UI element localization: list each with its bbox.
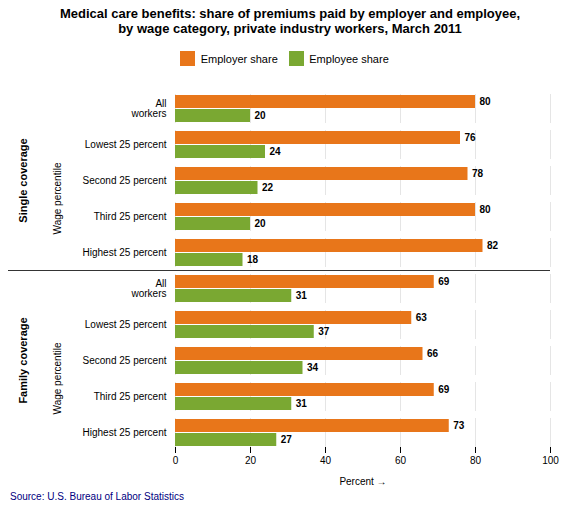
html-text:Employee share: Employee share [309,52,389,65]
svg-text:Second 25 percent: Second 25 percent [83,175,167,186]
svg-text:Percent →: Percent → [339,475,386,486]
svg-text:69: 69 [438,276,450,287]
svg-text:37: 37 [318,326,330,337]
svg-text:60: 60 [395,454,407,465]
svg-text:Allworkers: Allworkers [130,278,166,299]
svg-text:Third 25 percent: Third 25 percent [94,211,167,222]
svg-text:22: 22 [262,182,274,193]
html-text:Medical care benefits: share o: Medical care benefits: share of premiums… [59,6,521,36]
html-text:Source: U.S. Bureau of Labor S: Source: U.S. Bureau of Labor Statistics [10,490,184,502]
svg-text:Wage percentile: Wage percentile [52,342,63,414]
svg-text:20: 20 [245,454,257,465]
svg-text:82: 82 [487,240,499,251]
svg-text:Lowest 25 percent: Lowest 25 percent [85,319,167,330]
svg-text:69: 69 [438,384,450,395]
svg-text:24: 24 [270,146,282,157]
svg-text:31: 31 [296,398,308,409]
svg-text:Highest 25 percent: Highest 25 percent [83,427,167,438]
svg-text:31: 31 [296,290,308,301]
svg-text:27: 27 [281,434,293,445]
svg-text:18: 18 [247,254,259,265]
svg-text:73: 73 [453,420,465,431]
svg-text:80: 80 [480,96,492,107]
svg-text:Single coverage: Single coverage [17,138,29,222]
svg-text:34: 34 [307,362,319,373]
svg-text:76: 76 [465,132,477,143]
svg-text:Second 25 percent: Second 25 percent [83,355,167,366]
svg-text:63: 63 [416,312,428,323]
svg-text:Highest 25 percent: Highest 25 percent [83,247,167,258]
svg-text:Lowest 25 percent: Lowest 25 percent [85,139,167,150]
svg-text:0: 0 [173,454,179,465]
svg-text:Allworkers: Allworkers [130,98,166,119]
svg-text:80: 80 [470,454,482,465]
svg-text:Family coverage: Family coverage [17,317,29,403]
svg-text:40: 40 [320,454,332,465]
svg-text:Third 25 percent: Third 25 percent [94,391,167,402]
svg-text:78: 78 [472,168,484,179]
svg-text:100: 100 [542,454,559,465]
svg-text:66: 66 [427,348,439,359]
svg-text:80: 80 [480,204,492,215]
html-text:Employer share: Employer share [200,52,278,65]
svg-text:Wage percentile: Wage percentile [52,162,63,234]
svg-text:20: 20 [255,110,267,121]
svg-text:20: 20 [255,218,267,229]
